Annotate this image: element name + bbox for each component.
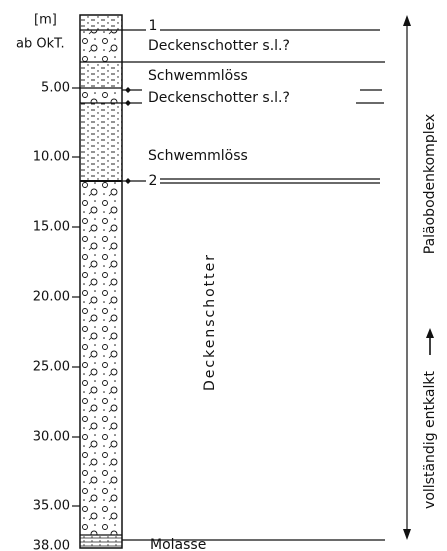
layer-label: Schwemmlöss xyxy=(148,68,248,84)
depth-label: 38.00 xyxy=(33,539,70,551)
depth-label: 35.00 xyxy=(33,499,70,514)
layer-label: Molasse xyxy=(150,537,206,551)
marker: 2 xyxy=(149,173,158,189)
layer-label: Deckenschotter s.l.? xyxy=(148,90,290,106)
layer-label: Deckenschotter s.l.? xyxy=(148,38,290,54)
side-label: Paläobodenkomplex xyxy=(422,114,438,255)
depth-label: 30.00 xyxy=(33,430,70,445)
reference: ab OkT. xyxy=(16,37,65,52)
side-annotation: vollständig entkalkt Paläobodenkomplex xyxy=(403,15,438,540)
depth-label: 25.00 xyxy=(33,360,70,375)
layer-label: Schwemmlöss xyxy=(148,148,248,164)
depth-label: 20.00 xyxy=(33,290,70,305)
depth-axis: [m] ab OkT. 5.00 10.00 15.00 20.00 25.00… xyxy=(16,13,80,551)
side-label: vollständig entkalkt xyxy=(422,371,438,509)
layer-labels: Deckenschotter s.l.? Schwemmlöss Deckens… xyxy=(148,38,290,551)
layer-label: Deckenschotter xyxy=(202,253,218,391)
depth-label: 10.00 xyxy=(33,150,70,165)
borehole-log: [m] ab OkT. 5.00 10.00 15.00 20.00 25.00… xyxy=(0,0,447,551)
marker: 1 xyxy=(149,18,158,34)
depth-label: 15.00 xyxy=(33,220,70,235)
unit: [m] xyxy=(34,13,57,28)
column xyxy=(80,15,122,548)
depth-label: 5.00 xyxy=(41,81,70,96)
